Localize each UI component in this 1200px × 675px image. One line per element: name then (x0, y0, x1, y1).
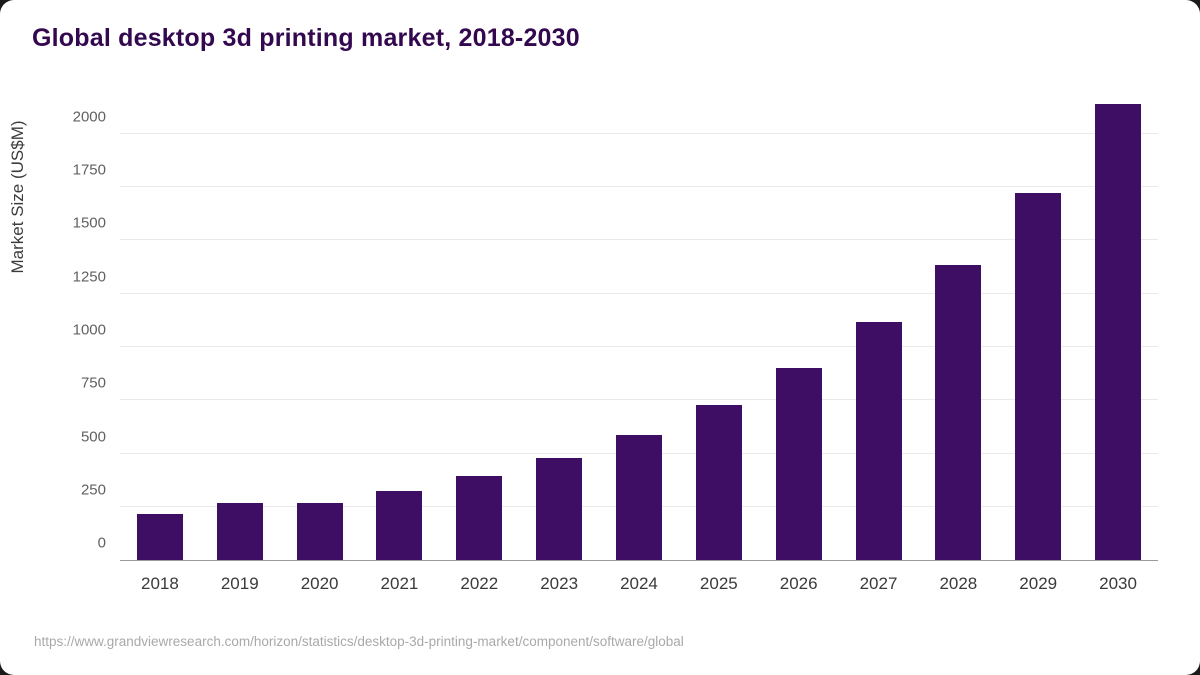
x-tick-label: 2018 (141, 574, 179, 593)
bar-slot: 2021 (360, 102, 440, 593)
bar-2027 (855, 322, 902, 560)
x-tick-label: 2028 (939, 574, 978, 593)
plot-area: 2018 2019 2020 2021 2022 2023 2024 2025 2026 2027… (73, 102, 1158, 593)
gridline (120, 239, 1158, 241)
x-tick-label: 2029 (1019, 574, 1058, 593)
x-tick-label: 2019 (220, 574, 259, 593)
x-tick-label: 2023 (540, 574, 579, 593)
bar-slot: 2027 (839, 102, 919, 593)
bar-2019 (216, 503, 263, 560)
bar-2030 (1095, 103, 1142, 560)
source-url: https://www.grandviewresearch.com/horizo… (34, 634, 684, 649)
gridline (120, 345, 1158, 347)
bar-2020 (296, 503, 343, 560)
bar-slot: 2028 (918, 102, 998, 593)
x-tick-label: 2025 (699, 574, 738, 593)
bar-slot: 2018 (120, 102, 200, 593)
x-tick-label: 2030 (1099, 574, 1137, 593)
chart-title: Global desktop 3d printing market, 2018-… (32, 24, 580, 52)
y-axis-label: Market Size (US$M) (8, 120, 27, 274)
y-tick-label: 500 (80, 428, 106, 445)
x-tick-label: 2021 (380, 574, 419, 593)
bar-slot: 2029 (998, 102, 1078, 593)
y-tick-label: 1000 (72, 321, 106, 339)
bar-2023 (536, 457, 583, 560)
bar-2018 (136, 513, 183, 560)
bar-2021 (376, 490, 423, 560)
bar-slot: 2019 (200, 102, 280, 593)
bar-slot: 2023 (519, 102, 599, 593)
gridline (120, 186, 1158, 188)
bar-slot: 2024 (599, 102, 679, 593)
bar-2028 (935, 264, 982, 560)
bar-slot: 2022 (439, 102, 519, 593)
x-tick-label: 2020 (300, 574, 339, 593)
y-tick-label: 1500 (72, 214, 106, 232)
gridline (120, 399, 1158, 401)
y-tick-label: 250 (80, 481, 106, 499)
bar-2029 (1015, 193, 1062, 560)
x-tick-label: 2026 (779, 574, 818, 593)
bar-2022 (456, 475, 503, 560)
y-tick-label: 0 (97, 534, 106, 552)
bar-2026 (775, 368, 822, 560)
bar-slots: 2018 2019 2020 2021 2022 2023 2024 2025 2026 2027… (120, 102, 1158, 593)
bar-slot: 2030 (1078, 102, 1158, 593)
bar-2024 (615, 434, 662, 560)
y-tick-label: 750 (80, 374, 106, 392)
bar-slot: 2026 (759, 102, 839, 593)
gridline (120, 292, 1158, 294)
x-tick-label: 2022 (460, 574, 499, 593)
y-tick-label: 2000 (72, 108, 106, 126)
x-tick-label: 2027 (859, 574, 898, 593)
bar-slot: 2025 (679, 102, 759, 593)
bar-2025 (695, 404, 742, 560)
x-tick-label: 2024 (620, 574, 658, 593)
gridline (120, 132, 1158, 134)
y-tick-label: 1250 (72, 268, 106, 286)
bar-slot: 2020 (280, 102, 360, 593)
y-tick-label: 1750 (72, 161, 106, 179)
